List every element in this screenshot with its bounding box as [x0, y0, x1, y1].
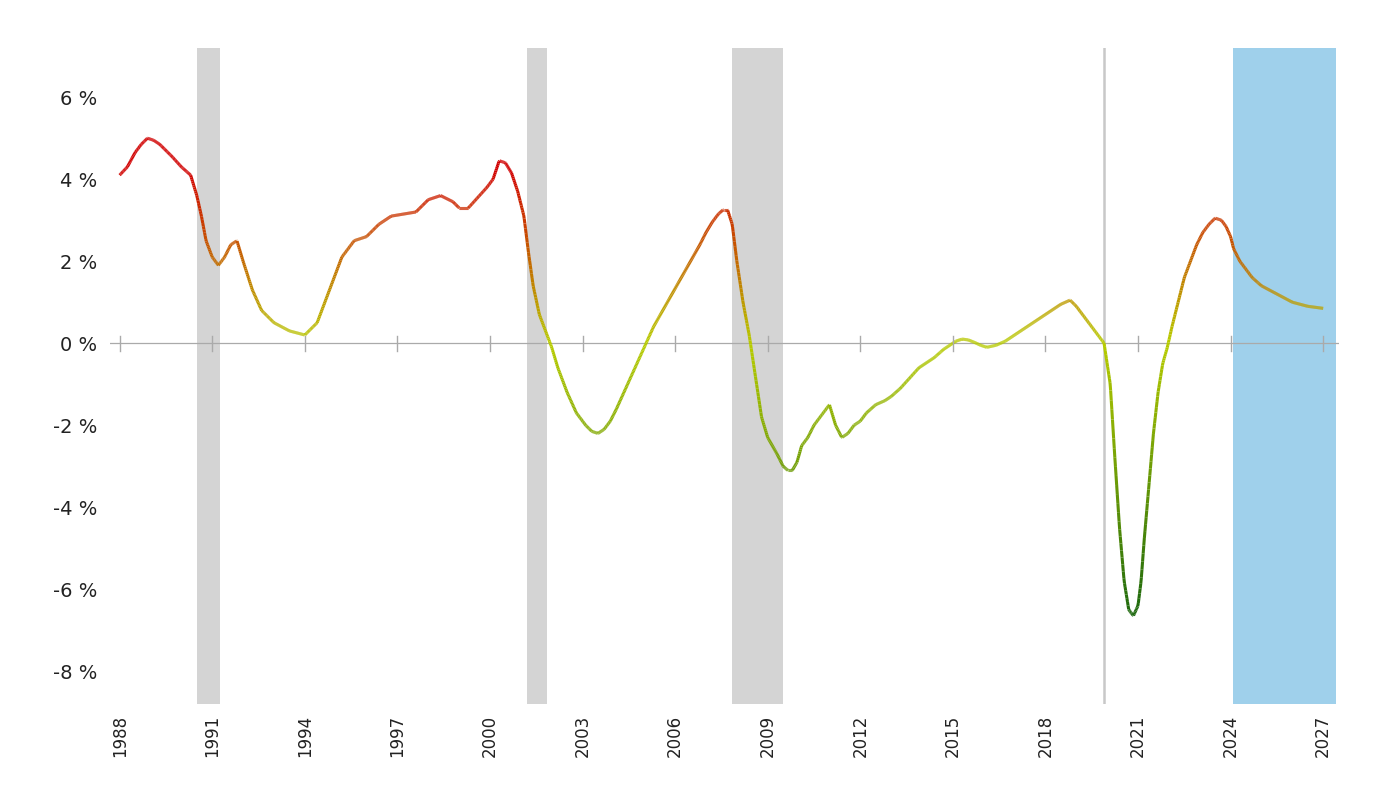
- Bar: [197, 48, 219, 704]
- Bar: [733, 48, 782, 704]
- Bar: [1234, 48, 1336, 704]
- Bar: [527, 48, 546, 704]
